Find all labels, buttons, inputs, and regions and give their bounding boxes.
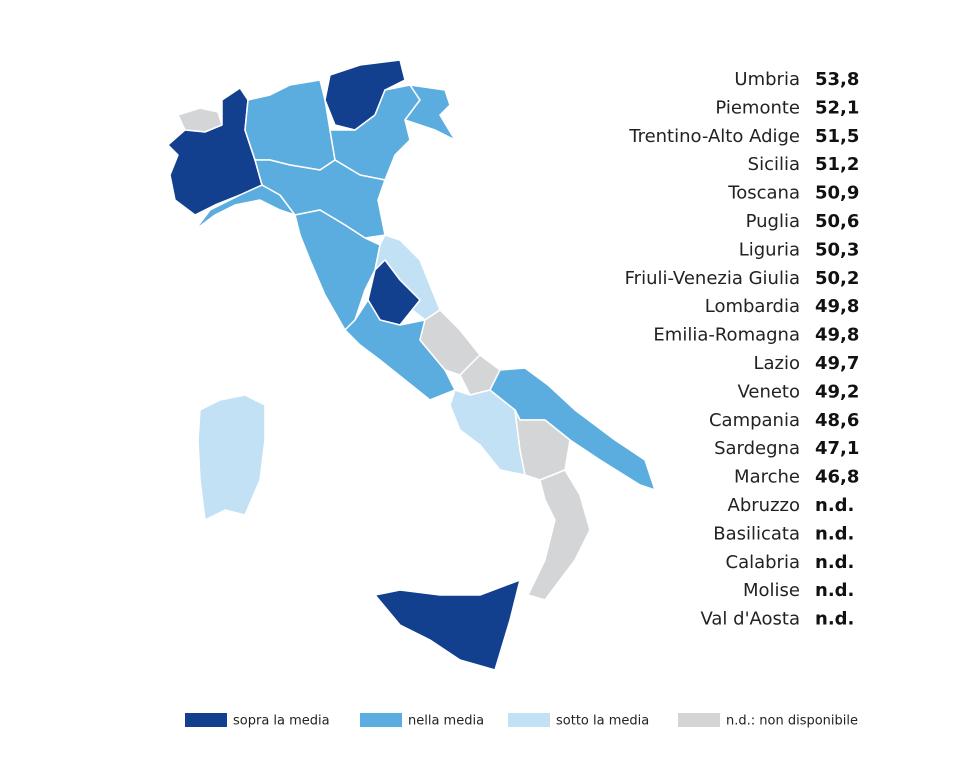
region-name: Toscana xyxy=(727,183,800,204)
region-value: 50,2 xyxy=(815,268,859,289)
region-shape xyxy=(294,209,381,331)
region-name: Liguria xyxy=(739,239,800,260)
region-shape xyxy=(197,394,266,521)
region-name: Puglia xyxy=(746,211,800,232)
legend-label: sotto la media xyxy=(556,714,649,729)
region-name: Emilia-Romagna xyxy=(653,325,800,346)
region-name: Trentino-Alto Adige xyxy=(628,126,800,147)
region-value: n.d. xyxy=(815,580,854,601)
region-value: 51,2 xyxy=(815,154,859,175)
region-value: n.d. xyxy=(815,609,854,630)
italy-map xyxy=(167,59,656,671)
region-value: 52,1 xyxy=(815,97,859,118)
region-value: 50,9 xyxy=(815,183,859,204)
region-name: Calabria xyxy=(726,552,801,573)
region-name: Val d'Aosta xyxy=(700,609,800,630)
region-value: 49,2 xyxy=(815,381,859,402)
region-value: 48,6 xyxy=(815,410,859,431)
region-shape xyxy=(404,84,456,141)
legend-label: n.d.: non disponibile xyxy=(726,714,858,729)
region-name: Campania xyxy=(709,410,800,431)
region-value: 51,5 xyxy=(815,126,859,147)
region-name: Umbria xyxy=(734,69,800,90)
region-shape xyxy=(527,469,591,601)
region-value: 46,8 xyxy=(815,467,859,488)
legend-swatch xyxy=(678,713,720,727)
region-name: Sicilia xyxy=(748,154,800,175)
region-value: n.d. xyxy=(815,552,854,573)
region-name: Basilicata xyxy=(713,523,800,544)
region-name: Molise xyxy=(743,580,800,601)
legend-label: sopra la media xyxy=(233,714,330,729)
region-value: 53,8 xyxy=(815,69,859,90)
region-name: Lazio xyxy=(753,353,800,374)
region-shape xyxy=(244,79,336,171)
region-shape xyxy=(374,579,521,671)
legend-label: nella media xyxy=(408,714,484,729)
region-value: 50,3 xyxy=(815,239,859,260)
region-value: 49,8 xyxy=(815,296,859,317)
legend-swatch xyxy=(185,713,227,727)
region-value: 49,7 xyxy=(815,353,859,374)
legend-swatch xyxy=(360,713,402,727)
region-name: Marche xyxy=(734,467,800,488)
region-value: n.d. xyxy=(815,523,854,544)
region-name: Veneto xyxy=(737,381,800,402)
region-value: n.d. xyxy=(815,495,854,516)
region-value: 49,8 xyxy=(815,325,859,346)
region-value: 47,1 xyxy=(815,438,859,459)
region-name: Friuli-Venezia Giulia xyxy=(625,268,800,289)
region-name: Abruzzo xyxy=(728,495,800,516)
region-name: Piemonte xyxy=(715,97,800,118)
region-value: 50,6 xyxy=(815,211,859,232)
region-name: Sardegna xyxy=(714,438,800,459)
legend-swatch xyxy=(508,713,550,727)
region-shape xyxy=(324,59,406,131)
region-name: Lombardia xyxy=(705,296,800,317)
